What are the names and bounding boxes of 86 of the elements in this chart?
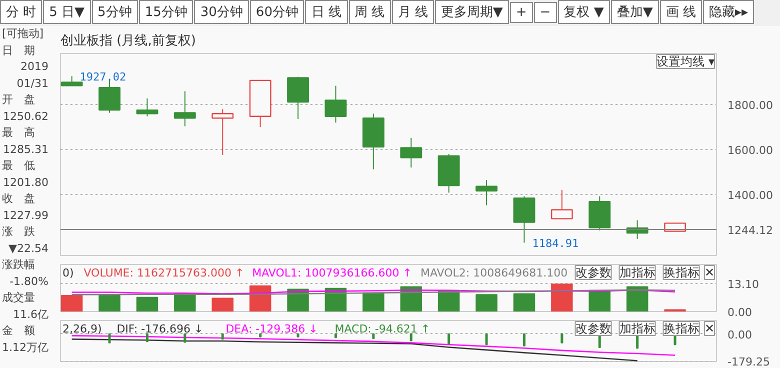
annotation: 换指标 [663,322,700,336]
text: 开 盘 [2,92,36,108]
text: 最 低 [2,158,36,174]
text: 1.12万亿 [2,340,48,356]
text: 5 日▼ [43,0,91,24]
text: 30分钟 [194,0,249,24]
y-tick-label: 13.10 [728,278,759,292]
annotation: 加指标 [619,266,656,280]
text: 隐藏▸▸ [702,0,754,24]
series-label: DIF: -176.696 ↓ [116,322,204,336]
text: 涨 跌 [2,224,36,240]
text: 更多周期▼ [434,0,509,24]
series-label: MAVOL1: 1007936166.600 ↑ [252,266,412,280]
text: [可拖动] [2,26,45,42]
text: 1285.31 [2,142,48,158]
bar [476,294,498,312]
series-label: MAVOL2: 1008649681.100 [420,266,568,280]
y-tick-label: 1600.00 [728,144,773,158]
bar [626,286,648,312]
text: 1201.80 [2,174,48,190]
y-tick-label: 1800.00 [728,99,773,112]
series-label: MACD: -94.621 ↑ [334,322,430,336]
annotation: 设置均线 ▾ [656,54,715,68]
candlestick [550,189,573,220]
text: 周 线 [348,0,391,24]
text: 2019 [20,59,48,75]
annotation: 改参数 [575,322,612,336]
y-tick-label: 1400.00 [728,188,773,202]
text: 15分钟 [138,0,194,24]
text: -1.80% [8,274,48,290]
ref-line-label: 1244.12 [728,224,773,237]
annotation: ✕ [704,266,715,280]
y-tick-label: 0.00 [728,306,752,319]
candlestick [400,137,422,168]
chart-subtitle: 2,26,9) [62,322,102,336]
bar [362,292,384,312]
text: 分 时 [0,0,42,24]
text: 1250.62 [2,108,48,124]
text: 01/31 [16,76,48,92]
chart-title: 创业板指 (月线,前复权) [60,34,196,48]
series-label: VOLUME: 1162715763.000 ↑ [84,266,244,280]
y-tick-label: -179.25 [728,356,770,368]
annotation: 1927.02 [80,70,126,84]
text: 最 高 [2,125,36,141]
text: 叠加▼ [610,0,659,24]
bar [98,294,120,312]
chart-subtitle: 0) [62,266,74,280]
candlestick [174,90,196,127]
text: 画 线 [660,0,702,24]
text: 60分钟 [250,0,304,24]
candlestick [476,180,498,206]
annotation: 换指标 [663,266,700,280]
annotation: 1184.91 [532,237,579,250]
bar [60,294,83,312]
candlestick [212,108,234,156]
text: 涨跌幅 [2,257,36,273]
text: 成交量 [2,290,36,306]
bar [212,298,234,312]
series-label: DEA: -129.386 ↓ [226,322,318,336]
text: ▼22.54 [8,240,48,256]
bar [551,284,573,312]
bar [588,290,610,312]
candlestick [60,76,83,86]
text: 5分钟 [92,0,138,24]
bar [513,293,536,312]
annotation: 加指标 [619,322,656,336]
text: 日 期 [2,42,36,58]
y-tick-label: 0.00 [728,328,752,342]
text: 月 线 [392,0,434,24]
annotation: ✕ [704,322,715,336]
candlestick [324,85,347,124]
text: + [510,2,533,23]
text: − [534,2,557,23]
candlestick [136,98,158,117]
bar [136,296,158,312]
text: 11.6亿 [12,306,48,322]
text: 复权 ▼ [558,0,610,24]
text: 日 线 [305,0,348,24]
bar [174,293,196,312]
text: 收 盘 [2,191,36,207]
text: 1227.99 [2,208,48,224]
line-series [71,335,676,356]
line-series [71,338,638,362]
annotation: 改参数 [575,266,612,280]
candlestick [98,80,120,114]
text: 金 额 [2,323,36,339]
